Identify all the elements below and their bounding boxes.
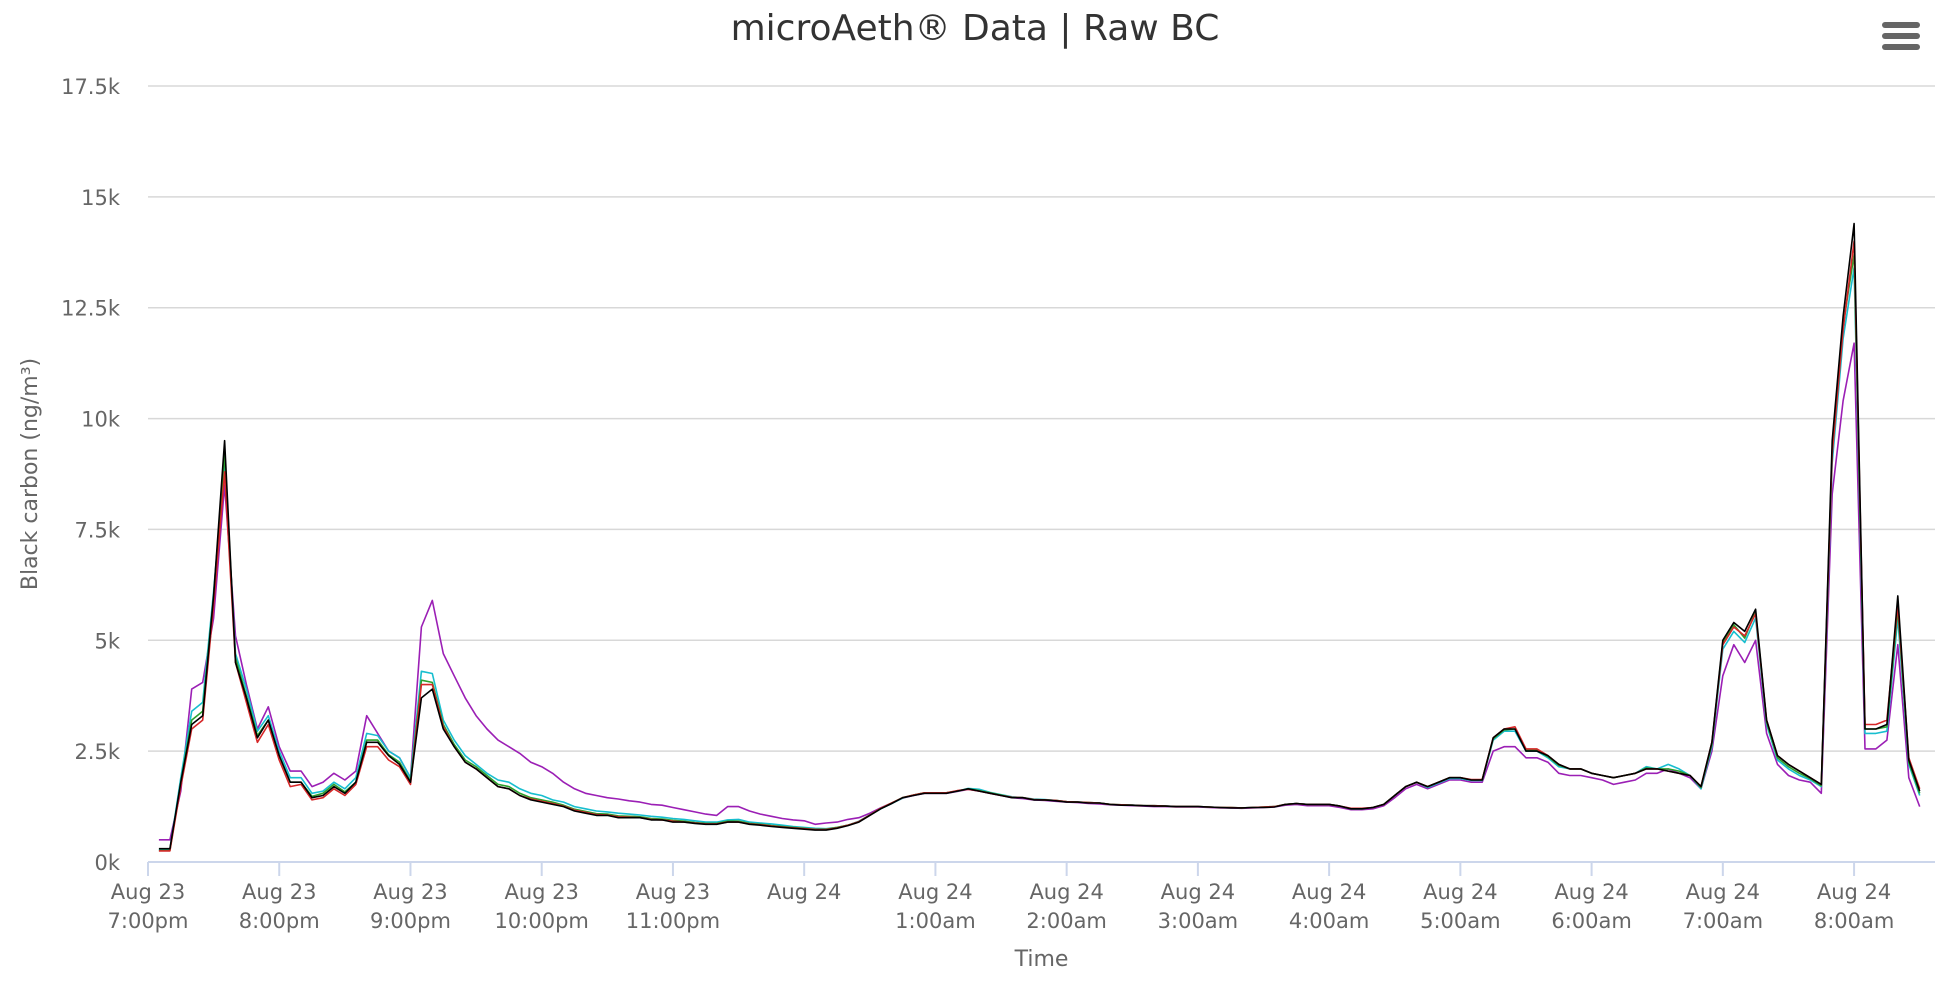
- x-tick-label: Aug 24: [1554, 880, 1628, 904]
- x-tick-label-time: 2:00am: [1026, 909, 1106, 933]
- x-tick-label: Aug 24: [767, 880, 841, 904]
- y-tick-label: 10k: [81, 408, 121, 432]
- y-tick-label: 5k: [94, 629, 120, 653]
- y-tick-label: 17.5k: [61, 75, 121, 99]
- x-tick-label-time: 7:00am: [1683, 909, 1763, 933]
- x-tick-label: Aug 23: [373, 880, 447, 904]
- series-group: [158, 222, 1921, 852]
- y-axis: 0k 2.5k 5k 7.5k 10k 12.5k 15k 17.5k: [61, 75, 121, 875]
- hamburger-menu-icon[interactable]: [1882, 22, 1920, 56]
- x-tick-label: Aug 23: [505, 880, 579, 904]
- x-tick-label: Aug 23: [111, 880, 185, 904]
- series-line-1: [158, 240, 1921, 852]
- x-tick-label-time: 8:00am: [1814, 909, 1894, 933]
- x-tick-label-time: 10:00pm: [495, 909, 589, 933]
- series-line-3: [158, 253, 1921, 852]
- x-tick-label: Aug 24: [1292, 880, 1366, 904]
- y-axis-title: Black carbon (ng/m³): [18, 358, 43, 590]
- x-tick-label: Aug 24: [1029, 880, 1103, 904]
- gridlines: [148, 85, 1935, 752]
- chart-title: microAeth® Data | Raw BC: [730, 8, 1220, 49]
- x-axis: Aug 23 7:00pm Aug 23 8:00pm Aug 23 9:00pm Aug …: [108, 861, 1935, 933]
- y-tick-label: 2.5k: [74, 740, 120, 764]
- x-axis-title: Time: [1014, 947, 1069, 972]
- x-tick-label-time: 4:00am: [1289, 909, 1369, 933]
- x-tick-label-time: 6:00am: [1551, 909, 1631, 933]
- y-tick-label: 7.5k: [74, 518, 120, 542]
- x-tick-label-time: 7:00pm: [108, 909, 189, 933]
- x-tick-label: Aug 24: [1161, 880, 1235, 904]
- x-tick-label-time: 8:00pm: [239, 909, 320, 933]
- series-line-0: [158, 222, 1921, 850]
- x-tick-label: Aug 24: [898, 880, 972, 904]
- y-tick-label: 12.5k: [61, 297, 121, 321]
- x-tick-label-time: 9:00pm: [370, 909, 451, 933]
- x-tick-label-time: 11:00pm: [626, 909, 720, 933]
- x-tick-label: Aug 24: [1817, 880, 1891, 904]
- x-tick-label-time: 5:00am: [1420, 909, 1500, 933]
- y-tick-label: 15k: [81, 186, 121, 210]
- x-tick-label: Aug 24: [1686, 880, 1760, 904]
- series-line-4: [158, 342, 1921, 841]
- x-tick-label: Aug 23: [636, 880, 710, 904]
- x-tick-label: Aug 24: [1423, 880, 1497, 904]
- y-tick-label: 0k: [94, 851, 120, 875]
- x-tick-label-time: 3:00am: [1158, 909, 1238, 933]
- x-tick-label-time: 1:00am: [895, 909, 975, 933]
- x-tick-label: Aug 23: [242, 880, 316, 904]
- series-line-2: [158, 266, 1921, 851]
